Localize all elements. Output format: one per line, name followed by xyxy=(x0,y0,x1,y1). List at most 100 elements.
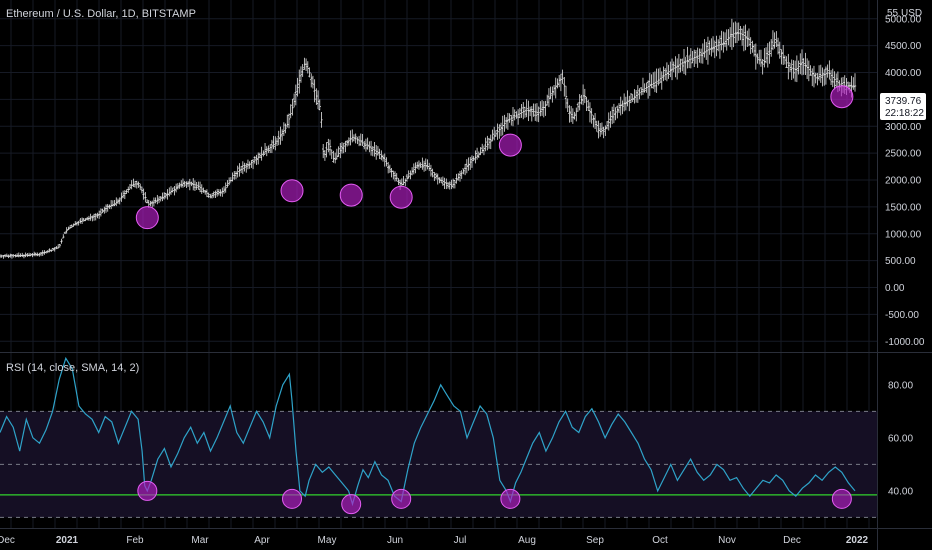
ohlc-bar xyxy=(22,254,26,259)
ohlc-bar xyxy=(390,167,393,178)
ohlc-bar xyxy=(578,94,581,111)
price-tick-label: 1500.00 xyxy=(885,202,922,213)
ohlc-bar xyxy=(812,65,816,88)
ohlc-bar xyxy=(419,162,422,168)
time-axis[interactable]: Dec 2021 Feb Mar Apr May Jun Jul Aug Sep Oct Nov Dec… xyxy=(0,535,869,546)
ohlc-bar xyxy=(274,136,277,151)
ohlc-bar xyxy=(215,188,219,197)
ohlc-bar xyxy=(164,192,168,199)
ohlc-bar xyxy=(609,111,612,128)
ohlc-bar xyxy=(631,93,634,103)
ohlc-bar xyxy=(482,145,486,156)
ohlc-bar xyxy=(118,197,121,205)
ohlc-bar xyxy=(349,130,352,146)
ohlc-bar xyxy=(311,75,315,89)
ohlc-bar xyxy=(222,186,226,194)
ohlc-bar xyxy=(723,32,727,48)
ohlc-bar xyxy=(79,218,82,224)
ohlc-bar xyxy=(693,49,696,68)
ohlc-bar xyxy=(210,193,214,199)
ohlc-bar xyxy=(652,72,655,89)
ohlc-bar xyxy=(752,44,756,57)
ohlc-bar xyxy=(289,104,292,119)
ohlc-bar xyxy=(554,77,557,99)
ohlc-bar xyxy=(621,100,624,115)
rsi-circle-marker xyxy=(831,488,852,509)
ohlc-bar xyxy=(24,252,27,258)
ohlc-bar xyxy=(629,92,633,104)
price-chart-title[interactable]: Ethereum / U.S. Dollar, 1D, BITSTAMP xyxy=(6,8,196,20)
ohlc-bar xyxy=(446,181,450,189)
ohlc-bar xyxy=(251,159,255,170)
ohlc-bar xyxy=(174,183,178,193)
ohlc-bar xyxy=(766,43,769,68)
rsi-line xyxy=(0,356,856,507)
ohlc-bar xyxy=(104,204,108,213)
currency-code: USD xyxy=(901,8,922,19)
ohlc-bar xyxy=(433,172,436,182)
currency-prefix: 55 xyxy=(887,8,899,19)
ohlc-bar xyxy=(192,178,195,191)
price-circle-marker xyxy=(830,85,854,109)
ohlc-bar xyxy=(162,192,166,200)
ohlc-bar xyxy=(27,252,31,257)
ohlc-bar xyxy=(231,172,234,182)
ohlc-bar xyxy=(188,178,192,191)
ohlc-bar xyxy=(304,58,308,71)
ohlc-bar xyxy=(321,143,325,159)
ohlc-bar xyxy=(740,28,744,46)
ohlc-bar xyxy=(344,140,347,153)
price-axis[interactable]: 5000.004500.004000.003500.003000.002500.… xyxy=(885,14,925,497)
ohlc-bar xyxy=(388,164,392,173)
ohlc-bar xyxy=(821,67,824,87)
ohlc-bar xyxy=(65,227,68,234)
ohlc-bar xyxy=(809,65,812,76)
ohlc-bar xyxy=(144,192,147,203)
ohlc-bar xyxy=(540,100,544,116)
ohlc-bar xyxy=(345,139,349,147)
ohlc-bar xyxy=(291,98,294,116)
ohlc-bar xyxy=(407,170,410,179)
price-tick-label: -500.00 xyxy=(885,310,919,321)
price-circle-marker xyxy=(498,133,522,157)
ohlc-bar xyxy=(467,157,470,171)
ohlc-bar xyxy=(94,213,97,221)
ohlc-bar xyxy=(805,58,809,80)
ohlc-bar xyxy=(600,122,604,135)
ohlc-bar xyxy=(356,136,359,145)
ohlc-bar xyxy=(816,72,819,86)
ohlc-bar xyxy=(669,61,672,78)
ohlc-bar xyxy=(10,254,14,259)
ohlc-bar xyxy=(643,83,646,93)
ohlc-bar xyxy=(298,69,301,94)
ohlc-bar xyxy=(405,174,409,182)
ohlc-bar xyxy=(97,210,101,219)
ohlc-bar xyxy=(422,160,426,172)
rsi-circle-marker xyxy=(391,488,412,509)
ohlc-bar xyxy=(74,221,77,226)
ohlc-bar xyxy=(622,93,626,112)
ohlc-bar xyxy=(376,146,380,156)
ohlc-bar xyxy=(409,170,412,180)
rsi-title[interactable]: RSI (14, close, SMA, 14, 2) xyxy=(6,362,139,374)
ohlc-bar xyxy=(795,55,799,83)
ohlc-bar xyxy=(186,181,190,187)
ohlc-bar xyxy=(180,180,183,188)
ohlc-bar xyxy=(152,197,156,207)
ohlc-bar xyxy=(313,79,316,103)
ohlc-bar xyxy=(576,102,580,112)
ohlc-bar xyxy=(243,162,246,172)
ohlc-bar xyxy=(658,67,662,84)
ohlc-bar xyxy=(224,182,227,193)
ohlc-bar xyxy=(161,192,164,202)
currency-label[interactable]: 55 USD xyxy=(887,8,922,19)
ohlc-bar xyxy=(705,41,708,60)
ohlc-bar xyxy=(268,144,272,153)
ohlc-bar xyxy=(463,163,467,176)
rsi-circle-marker xyxy=(137,480,158,501)
ohlc-bar xyxy=(744,24,747,51)
ohlc-bar xyxy=(402,176,405,186)
ohlc-bar xyxy=(44,251,48,254)
price-tick-label: 2000.00 xyxy=(885,176,922,187)
